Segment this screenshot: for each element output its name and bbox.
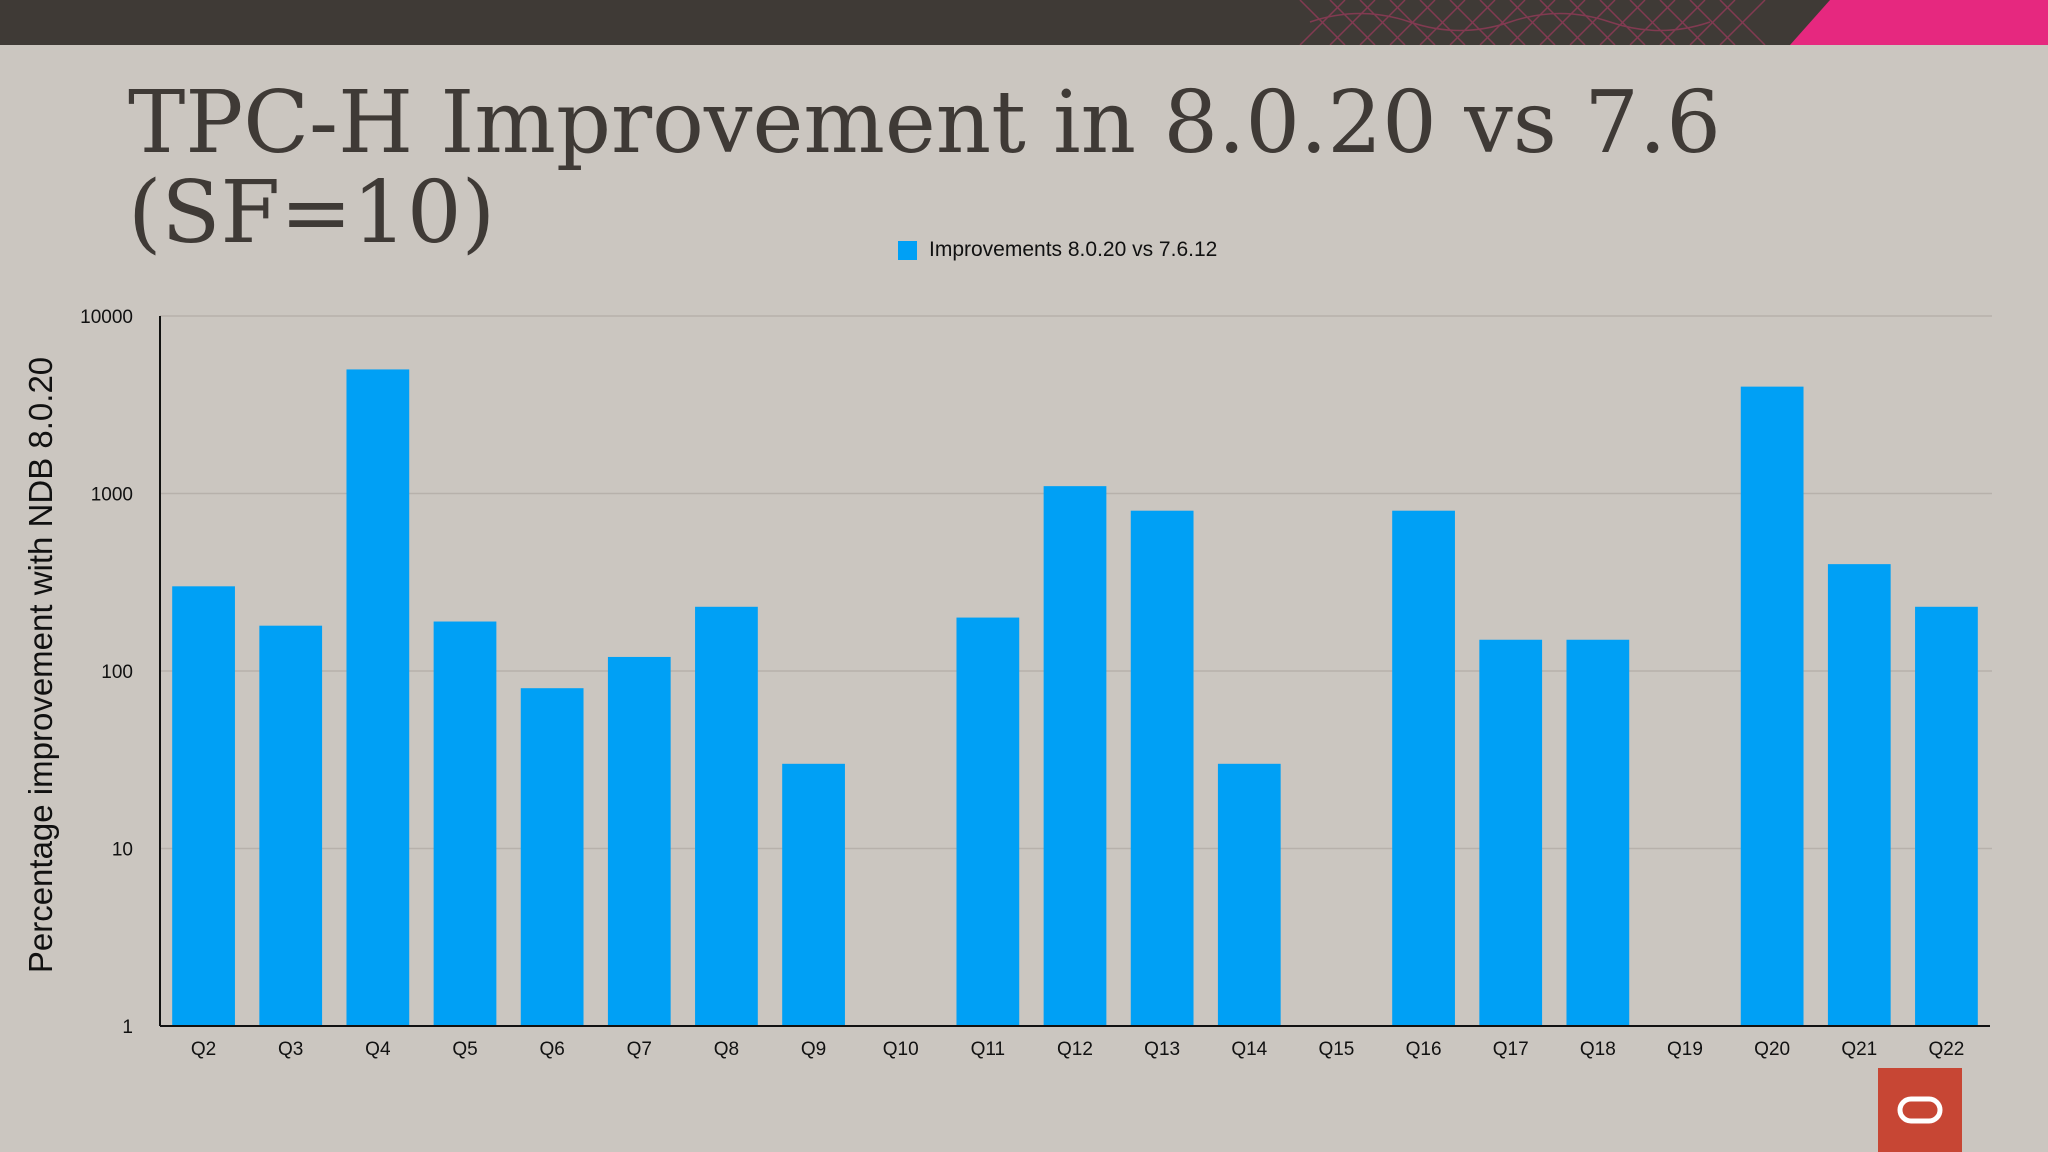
y-tick-label: 10000 (80, 307, 133, 328)
x-tick-label: Q7 (627, 1039, 652, 1060)
x-tick-label: Q11 (971, 1039, 1006, 1060)
y-tick-label: 10 (112, 840, 133, 861)
x-tick-label: Q22 (1928, 1039, 1964, 1060)
bar-q2 (172, 586, 235, 1026)
x-tick-label: Q6 (539, 1039, 564, 1060)
bar-q13 (1130, 510, 1194, 1026)
bar-q7 (607, 656, 671, 1026)
bar-q9 (782, 763, 845, 1026)
y-tick-label: 100 (101, 662, 133, 683)
bar-q11 (956, 617, 1020, 1026)
bar-q5 (433, 621, 497, 1026)
x-tick-label: Q16 (1406, 1039, 1442, 1060)
bar-q6 (520, 688, 584, 1026)
x-tick-label: Q14 (1231, 1039, 1267, 1060)
y-tick-label: 1 (122, 1017, 133, 1038)
banner-decoration (1299, 0, 2048, 45)
chart-legend: Improvements 8.0.20 vs 7.6.12 (898, 238, 1218, 261)
slide-title-line-2: (SF=10) (128, 163, 496, 263)
oracle-logo-icon (1897, 1096, 1943, 1124)
legend-label: Improvements 8.0.20 vs 7.6.12 (929, 238, 1218, 261)
bar-q12 (1043, 486, 1107, 1026)
slide-title: TPC-H Improvement in 8.0.20 vs 7.6 (SF=1… (128, 78, 1728, 258)
x-tick-label: Q21 (1841, 1039, 1877, 1060)
y-tick-label: 1000 (91, 485, 133, 506)
accent-stripe (1790, 0, 2048, 45)
bar-q16 (1392, 510, 1455, 1026)
bar-q22 (1915, 606, 1978, 1026)
bar-q21 (1827, 564, 1891, 1026)
x-tick-label: Q15 (1318, 1039, 1354, 1060)
x-tick-label: Q12 (1057, 1039, 1093, 1060)
x-tick-label: Q3 (278, 1039, 303, 1060)
x-tick-label: Q20 (1754, 1039, 1790, 1060)
x-tick-label: Q19 (1667, 1039, 1703, 1060)
x-tick-label: Q2 (191, 1039, 216, 1060)
x-tick-label: Q5 (452, 1039, 477, 1060)
bar-q3 (259, 625, 323, 1026)
bar-q20 (1740, 386, 1804, 1026)
oracle-logo (1878, 1068, 1962, 1152)
x-tick-label: Q8 (714, 1039, 739, 1060)
bar-q4 (346, 369, 410, 1026)
x-tick-label: Q10 (883, 1039, 919, 1060)
bar-q18 (1566, 639, 1630, 1026)
x-tick-label: Q4 (365, 1039, 391, 1060)
top-banner (0, 0, 2048, 45)
x-tick-label: Q9 (801, 1039, 826, 1060)
bar-q14 (1217, 763, 1281, 1026)
legend-swatch (898, 240, 917, 260)
x-tick-label: Q17 (1493, 1039, 1529, 1060)
slide-title-line-1: TPC-H Improvement in 8.0.20 vs 7.6 (128, 73, 1722, 173)
x-tick-label: Q13 (1144, 1039, 1180, 1060)
x-tick-label: Q18 (1580, 1039, 1616, 1060)
bar-q17 (1479, 639, 1543, 1026)
bar-q8 (695, 606, 758, 1026)
